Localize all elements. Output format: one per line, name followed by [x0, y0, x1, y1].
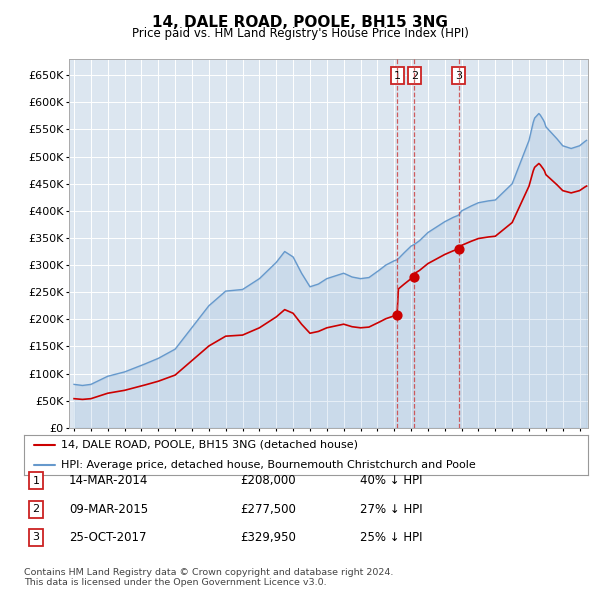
- Text: £277,500: £277,500: [240, 503, 296, 516]
- Text: 14, DALE ROAD, POOLE, BH15 3NG: 14, DALE ROAD, POOLE, BH15 3NG: [152, 15, 448, 30]
- Text: 25% ↓ HPI: 25% ↓ HPI: [360, 531, 422, 544]
- Text: £329,950: £329,950: [240, 531, 296, 544]
- Text: 1: 1: [32, 476, 40, 486]
- Point: [409, 273, 419, 282]
- Text: 40% ↓ HPI: 40% ↓ HPI: [360, 474, 422, 487]
- Text: 3: 3: [32, 533, 40, 542]
- Text: 27% ↓ HPI: 27% ↓ HPI: [360, 503, 422, 516]
- Text: 2: 2: [411, 71, 418, 81]
- Text: This data is licensed under the Open Government Licence v3.0.: This data is licensed under the Open Gov…: [24, 578, 326, 587]
- Point: [454, 244, 463, 254]
- Text: Price paid vs. HM Land Registry's House Price Index (HPI): Price paid vs. HM Land Registry's House …: [131, 27, 469, 40]
- Text: 09-MAR-2015: 09-MAR-2015: [69, 503, 148, 516]
- Text: HPI: Average price, detached house, Bournemouth Christchurch and Poole: HPI: Average price, detached house, Bour…: [61, 460, 475, 470]
- Text: £208,000: £208,000: [240, 474, 296, 487]
- Text: Contains HM Land Registry data © Crown copyright and database right 2024.: Contains HM Land Registry data © Crown c…: [24, 568, 394, 576]
- Text: 25-OCT-2017: 25-OCT-2017: [69, 531, 146, 544]
- Point: [392, 310, 402, 320]
- Text: 1: 1: [394, 71, 401, 81]
- Text: 14-MAR-2014: 14-MAR-2014: [69, 474, 148, 487]
- Text: 3: 3: [455, 71, 462, 81]
- Text: 2: 2: [32, 504, 40, 514]
- Text: 14, DALE ROAD, POOLE, BH15 3NG (detached house): 14, DALE ROAD, POOLE, BH15 3NG (detached…: [61, 440, 358, 450]
